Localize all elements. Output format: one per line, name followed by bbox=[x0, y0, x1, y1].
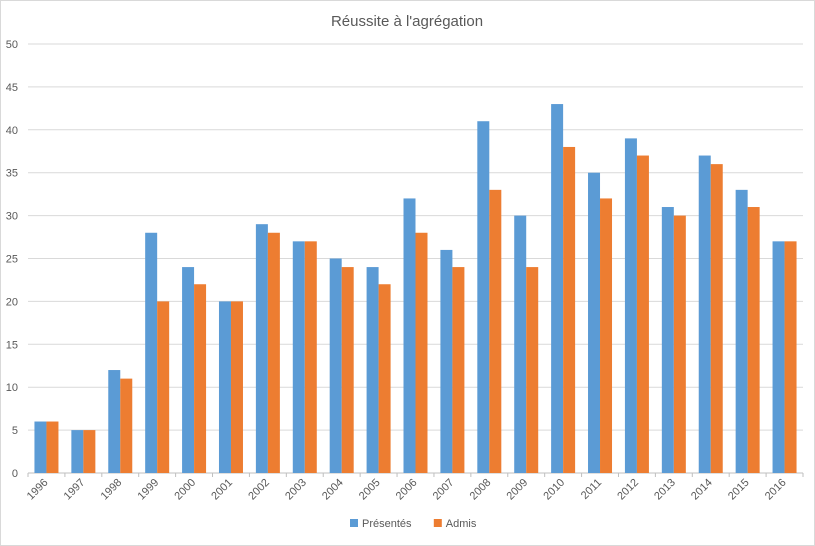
bar-admis-2002 bbox=[267, 232, 280, 473]
x-tick-label: 2002 bbox=[246, 477, 272, 503]
x-tick-label: 1998 bbox=[99, 477, 125, 503]
x-tick-label: 2007 bbox=[431, 477, 457, 503]
x-tick-label: 2004 bbox=[320, 477, 346, 503]
x-tick-label: 1999 bbox=[135, 477, 161, 503]
y-tick-label: 10 bbox=[6, 382, 18, 394]
bar-presentes-2008 bbox=[477, 121, 490, 473]
bar-admis-2009 bbox=[526, 267, 539, 473]
x-tick-label: 2001 bbox=[209, 477, 235, 503]
x-tick-label: 2010 bbox=[541, 477, 567, 503]
bar-admis-2003 bbox=[304, 241, 317, 473]
bar-presentes-1996 bbox=[34, 421, 47, 473]
bar-presentes-2001 bbox=[218, 301, 231, 473]
legend-swatch bbox=[433, 519, 442, 527]
bar-presentes-2016 bbox=[772, 241, 785, 473]
bar-presentes-2006 bbox=[403, 198, 416, 473]
y-tick-label: 45 bbox=[6, 82, 18, 94]
x-tick-label: 2011 bbox=[579, 477, 604, 502]
bar-presentes-1999 bbox=[145, 232, 158, 473]
y-tick-label: 30 bbox=[6, 211, 18, 223]
y-tick-label: 50 bbox=[6, 39, 18, 51]
x-tick-label: 2008 bbox=[468, 477, 494, 503]
bar-admis-2010 bbox=[563, 146, 576, 473]
x-tick-label: 2006 bbox=[394, 477, 420, 503]
y-tick-label: 25 bbox=[6, 254, 18, 266]
bar-presentes-2003 bbox=[292, 241, 305, 473]
bar-admis-2004 bbox=[341, 267, 354, 473]
y-tick-label: 40 bbox=[6, 125, 18, 137]
bar-presentes-2015 bbox=[735, 189, 748, 474]
x-tick-label: 2015 bbox=[726, 477, 752, 503]
bar-admis-2016 bbox=[784, 241, 797, 473]
bar-presentes-2000 bbox=[182, 267, 195, 473]
bar-admis-2001 bbox=[230, 301, 243, 473]
bar-admis-2015 bbox=[747, 207, 760, 473]
x-tick-label: 2005 bbox=[357, 477, 383, 503]
bar-presentes-1997 bbox=[71, 430, 84, 473]
bar-admis-1997 bbox=[83, 430, 96, 473]
x-tick-label: 1997 bbox=[62, 477, 88, 503]
bar-admis-2008 bbox=[489, 189, 502, 474]
bar-presentes-2005 bbox=[366, 267, 379, 473]
bar-admis-2007 bbox=[452, 267, 465, 473]
legend: Présentés Admis bbox=[350, 518, 477, 530]
bar-presentes-2004 bbox=[329, 258, 342, 473]
y-tick-label: 35 bbox=[6, 168, 18, 180]
x-tick-label: 2009 bbox=[505, 477, 531, 503]
bar-presentes-2002 bbox=[255, 224, 268, 473]
bar-admis-2013 bbox=[673, 215, 686, 473]
y-axis-ticks: 0 5 10 15 20 25 30 35 40 45 50 bbox=[6, 39, 18, 480]
y-tick-label: 15 bbox=[6, 339, 18, 351]
bar-presentes-1998 bbox=[108, 370, 121, 473]
bar-admis-2012 bbox=[636, 155, 649, 474]
x-tick-label: 2012 bbox=[615, 477, 641, 503]
bar-admis-1999 bbox=[157, 301, 170, 473]
bar-presentes-2014 bbox=[698, 155, 711, 474]
x-tick-label: 2014 bbox=[689, 477, 715, 503]
bar-admis-2014 bbox=[710, 164, 723, 473]
bar-presentes-2010 bbox=[551, 104, 564, 473]
x-axis-ticks: 1996 1997 1998 1999 2000 2001 2002 2003 2004 2005… bbox=[25, 473, 804, 503]
bar-presentes-2009 bbox=[514, 215, 527, 473]
bar-presentes-2007 bbox=[440, 249, 453, 473]
legend-label: Présentés bbox=[362, 518, 412, 530]
chart-title: Réussite à l'agrégation bbox=[331, 13, 483, 30]
bar-presentes-2012 bbox=[624, 138, 637, 473]
bar-admis-2005 bbox=[378, 284, 391, 473]
x-tick-label: 1996 bbox=[25, 477, 51, 503]
x-tick-label: 2003 bbox=[283, 477, 309, 503]
bar-admis-2000 bbox=[194, 284, 207, 473]
bar-presentes-2011 bbox=[588, 172, 601, 473]
y-tick-label: 0 bbox=[12, 468, 18, 480]
y-tick-label: 20 bbox=[6, 296, 18, 308]
legend-label: Admis bbox=[446, 518, 477, 530]
x-tick-label: 2000 bbox=[172, 477, 198, 503]
legend-swatch bbox=[350, 519, 358, 527]
y-tick-label: 5 bbox=[12, 425, 18, 437]
bar-presentes-2013 bbox=[661, 207, 674, 473]
bar-admis-2006 bbox=[415, 232, 428, 473]
bar-admis-2011 bbox=[600, 198, 613, 473]
x-tick-label: 2013 bbox=[652, 477, 678, 503]
bar-admis-1996 bbox=[46, 421, 59, 473]
bar-admis-1998 bbox=[120, 378, 133, 473]
x-tick-label: 2016 bbox=[763, 477, 789, 503]
bars bbox=[34, 104, 797, 474]
